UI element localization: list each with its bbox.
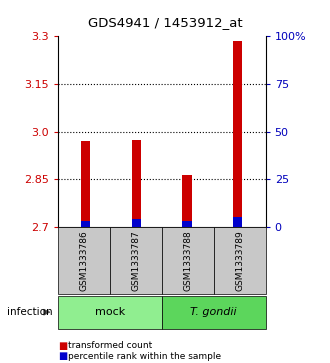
Text: ■: ■ [58,340,67,351]
Text: percentile rank within the sample: percentile rank within the sample [68,352,221,361]
Bar [233,41,242,227]
Text: ■: ■ [58,351,67,362]
Text: GSM1333789: GSM1333789 [235,230,244,291]
Bar [132,139,141,227]
Text: GDS4941 / 1453912_at: GDS4941 / 1453912_at [88,16,242,29]
Text: transformed count: transformed count [68,341,152,350]
Text: mock: mock [95,307,125,317]
Bar [182,175,192,227]
Bar [182,221,192,227]
Text: infection: infection [7,307,53,317]
Bar [81,141,90,227]
Text: GSM1333788: GSM1333788 [183,230,192,291]
Bar [132,219,141,227]
Bar [81,221,90,227]
Text: GSM1333786: GSM1333786 [79,230,88,291]
Text: T. gondii: T. gondii [190,307,237,317]
Text: GSM1333787: GSM1333787 [131,230,140,291]
Bar [233,217,242,227]
